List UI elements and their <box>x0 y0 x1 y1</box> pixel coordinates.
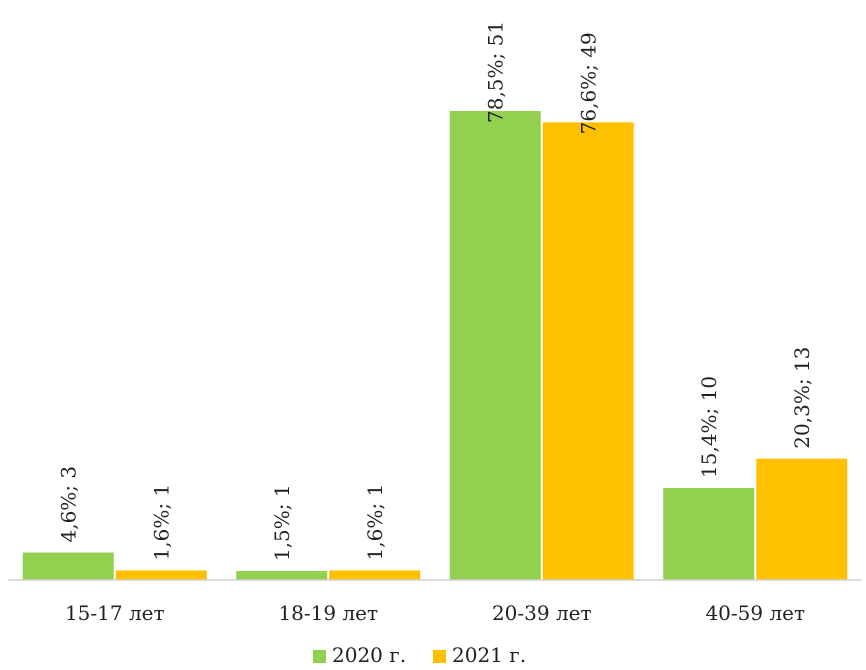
bar-2-4 <box>756 458 848 580</box>
bar-1-4 <box>663 487 755 580</box>
data-label-1-3: 78,5%; 51 <box>483 21 507 123</box>
data-label-1-4: 15,4%; 10 <box>697 376 721 478</box>
data-label-1-1: 4,6%; 3 <box>56 466 80 543</box>
bar-1-3 <box>449 111 541 580</box>
legend-label-1: 2020 г. <box>332 643 406 667</box>
x-tick-label-4: 40-59 лет <box>705 601 805 625</box>
data-label-2-4: 20,3%; 13 <box>790 347 814 449</box>
x-tick-label-1: 15-17 лет <box>65 601 165 625</box>
data-label-2-1: 1,6%; 1 <box>149 484 173 561</box>
legend-label-2: 2021 г. <box>452 643 526 667</box>
data-label-2-3: 76,6%; 49 <box>576 32 600 134</box>
bar-2-2 <box>329 570 421 580</box>
bars-layer <box>22 111 848 580</box>
x-tick-label-2: 18-19 лет <box>278 601 378 625</box>
data-labels-layer: 4,6%; 3 1,6%; 1 1,5%; 1 1,6%; 1 78,5%; 51 76,… <box>56 21 814 561</box>
bar-1-2 <box>236 571 328 580</box>
bar-1-1 <box>22 552 114 580</box>
bar-2-1 <box>115 570 207 580</box>
bar-2-3 <box>542 122 634 580</box>
x-tick-labels: 15-17 лет 18-19 лет 20-39 лет 40-59 лет <box>65 601 805 625</box>
legend: 2020 г. 2021 г. <box>313 643 526 667</box>
data-label-2-2: 1,6%; 1 <box>363 484 387 561</box>
x-tick-label-3: 20-39 лет <box>492 601 592 625</box>
legend-swatch-2 <box>433 650 446 663</box>
data-label-1-2: 1,5%; 1 <box>270 484 294 561</box>
legend-swatch-1 <box>313 650 326 663</box>
